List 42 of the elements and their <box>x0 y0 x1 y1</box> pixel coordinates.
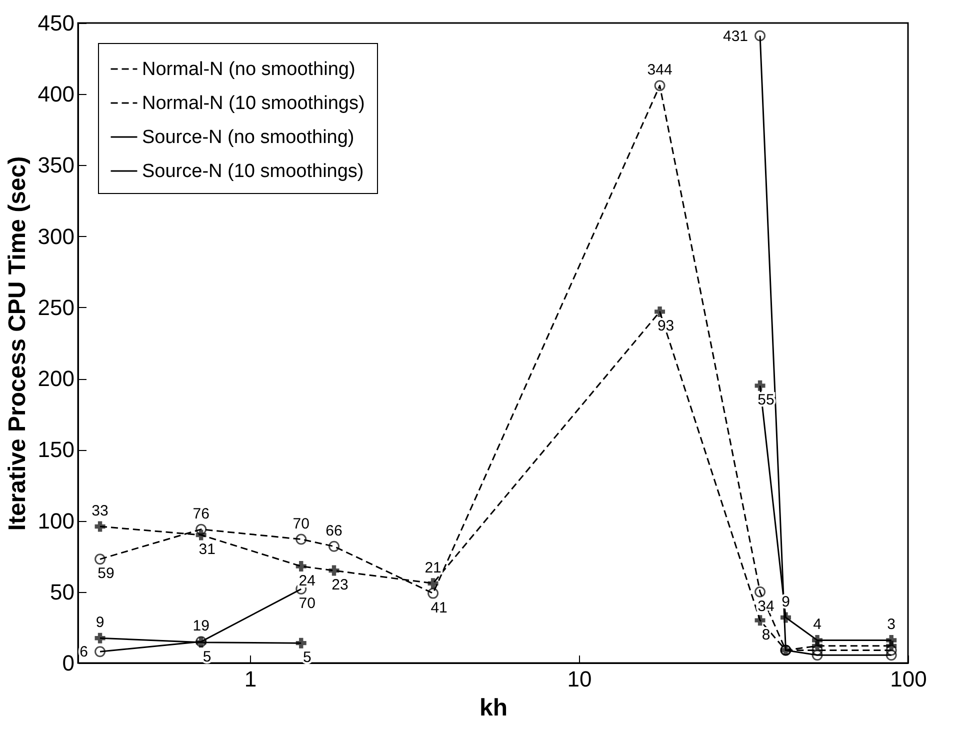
annotation: 76 <box>192 505 210 522</box>
annotation: 21 <box>424 559 442 576</box>
y-tick-label: 250 <box>38 294 74 320</box>
annotation: 41 <box>430 599 448 616</box>
annotation: 5 <box>202 648 212 666</box>
annotation: 34 <box>758 598 774 615</box>
y-tick-label: 200 <box>38 366 74 392</box>
legend-label: Source-N (no smoothing) <box>142 127 354 148</box>
x-tick-label: 10 <box>567 666 592 692</box>
legend-label: Normal-N (10 smoothings) <box>142 93 365 114</box>
annotation: 3 <box>887 616 896 634</box>
annotation: 70 <box>292 515 310 532</box>
x-tick-label: 1 <box>244 666 257 692</box>
annotation: 93 <box>657 318 674 335</box>
y-tick-label: 100 <box>38 508 74 534</box>
y-axis-title: Iterative Process CPU Time (sec) <box>4 156 31 531</box>
annotation: 66 <box>326 522 342 540</box>
x-axis-title: kh <box>479 694 508 722</box>
annotation: 33 <box>92 502 108 520</box>
y-tick-label: 350 <box>38 152 74 178</box>
y-tick-label: 150 <box>38 437 74 462</box>
legend-label: Source-N (10 smoothings) <box>142 161 364 182</box>
y-tick-label: 50 <box>50 579 74 604</box>
legend-label: Normal-N (no smoothing) <box>142 59 356 80</box>
y-tick-label: 400 <box>38 82 74 107</box>
annotation: 8 <box>762 626 770 644</box>
annotation: 344 <box>647 62 672 79</box>
x-tick-label: 100 <box>890 666 927 692</box>
annotation: 31 <box>198 541 216 558</box>
annotation: 23 <box>332 576 348 594</box>
annotation: 19 <box>192 618 210 635</box>
y-tick-label: 300 <box>38 224 74 249</box>
y-tick-label: 0 <box>62 650 74 676</box>
annotation: 6 <box>80 644 88 661</box>
annotation: 431 <box>723 28 748 45</box>
annotation: 70 <box>298 595 316 612</box>
y-tick-label: 450 <box>38 10 74 36</box>
annotation: 4 <box>813 616 822 634</box>
annotation: 59 <box>98 565 114 582</box>
annotation: 24 <box>298 572 316 590</box>
annotation: 9 <box>96 614 104 632</box>
annotation: 5 <box>302 649 312 666</box>
